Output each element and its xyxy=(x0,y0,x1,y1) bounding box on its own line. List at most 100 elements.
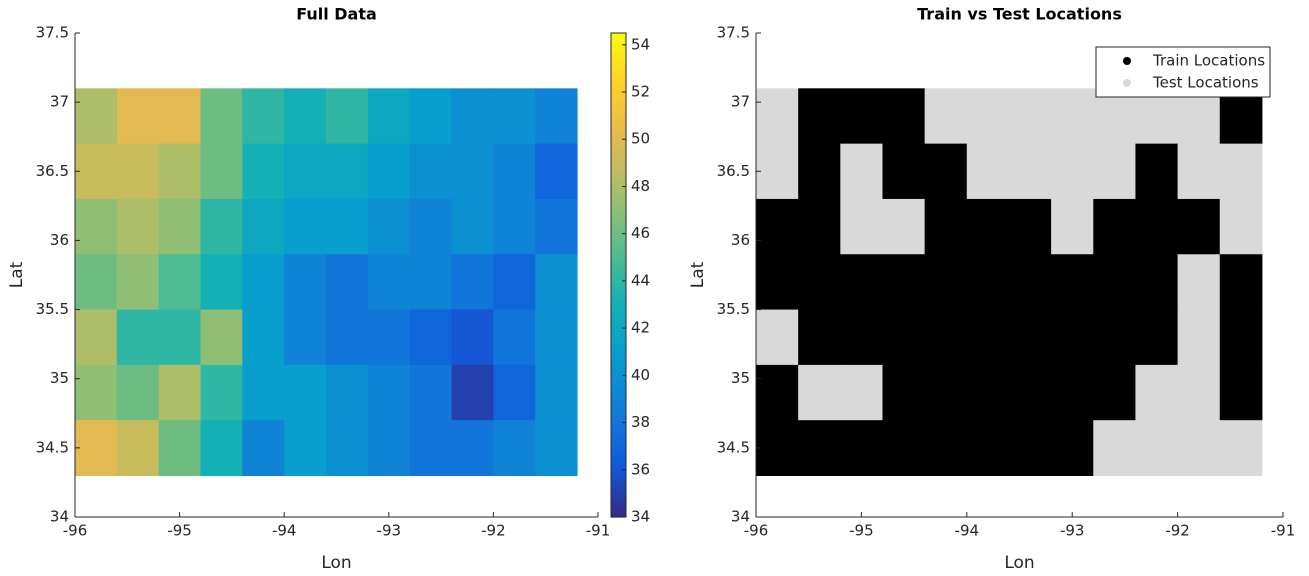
cell xyxy=(1051,198,1094,255)
colorbar-segment xyxy=(611,496,626,502)
colorbar-segment xyxy=(611,61,626,66)
cell xyxy=(116,88,160,145)
cell xyxy=(75,88,118,145)
colorbar-segment xyxy=(611,375,626,381)
cell xyxy=(242,254,285,311)
cell xyxy=(1051,309,1094,366)
colorbar-segment xyxy=(611,472,626,478)
cell xyxy=(1219,309,1263,366)
cell xyxy=(326,88,369,145)
colorbar-segment xyxy=(611,363,626,369)
colorbar-segment xyxy=(611,287,626,292)
cell xyxy=(75,309,118,366)
cell xyxy=(200,309,243,366)
cell xyxy=(882,88,926,145)
y-tick-label: 35 xyxy=(731,369,750,387)
cell xyxy=(75,198,118,255)
colorbar-segment xyxy=(611,141,626,147)
colorbar-segment xyxy=(611,283,626,288)
colorbar-segment xyxy=(611,69,626,74)
cell xyxy=(284,309,327,366)
cell xyxy=(242,309,285,366)
y-tick-label: 37 xyxy=(50,93,69,111)
x-axis-label: Lon xyxy=(1004,553,1034,573)
colorbar-segment xyxy=(611,246,626,252)
cell xyxy=(924,88,968,145)
cell xyxy=(882,143,926,200)
colorbar-segment xyxy=(611,254,626,260)
cell xyxy=(1177,143,1221,200)
cell xyxy=(535,198,578,255)
legend-marker xyxy=(1123,79,1131,87)
y-tick-label: 35.5 xyxy=(36,300,69,318)
colorbar-segment xyxy=(611,396,626,401)
colorbar-segment xyxy=(611,262,626,268)
colorbar-segment xyxy=(611,258,626,264)
cell xyxy=(1219,198,1263,255)
colorbar-segment xyxy=(611,222,626,228)
colorbar-segment xyxy=(611,85,626,91)
cell xyxy=(966,364,1010,421)
colorbar-segment xyxy=(611,250,626,256)
cell xyxy=(1135,254,1179,311)
cell xyxy=(840,198,883,255)
cell xyxy=(158,364,202,421)
legend-marker xyxy=(1123,57,1131,65)
cell xyxy=(326,254,369,311)
cell xyxy=(1051,364,1094,421)
cell xyxy=(1093,254,1136,311)
x-tick-label: -93 xyxy=(377,522,402,540)
x-tick-label: -95 xyxy=(167,522,192,540)
cell xyxy=(409,364,453,421)
cell xyxy=(1177,364,1221,421)
colorbar-segment xyxy=(611,379,626,385)
cell xyxy=(1219,88,1263,145)
x-tick-label: -92 xyxy=(1165,522,1190,540)
colorbar-segment xyxy=(611,400,626,405)
colorbar-segment xyxy=(611,339,626,345)
colorbar-segment xyxy=(611,162,626,167)
colorbar-segment xyxy=(611,488,626,494)
cell xyxy=(1008,88,1052,145)
colorbar-segment xyxy=(611,170,626,175)
cell xyxy=(326,198,369,255)
cell xyxy=(493,198,536,255)
colorbar-segment xyxy=(611,452,626,458)
colorbar-segment xyxy=(611,303,626,308)
x-tick-label: -96 xyxy=(744,522,769,540)
cell xyxy=(1135,420,1179,477)
cell xyxy=(284,143,327,200)
colorbar-segment xyxy=(611,178,626,183)
colorbar-segment xyxy=(611,444,626,450)
y-tick-label: 36 xyxy=(731,231,750,249)
colorbar-segment xyxy=(611,331,626,337)
cell xyxy=(493,420,536,477)
cell xyxy=(882,254,926,311)
cell xyxy=(451,143,494,200)
colorbar-segment xyxy=(611,166,626,171)
cell xyxy=(158,254,202,311)
cell xyxy=(1177,309,1221,366)
colorbar-segment xyxy=(611,311,626,316)
colorbar-segment xyxy=(611,89,626,95)
cell xyxy=(1051,254,1094,311)
cell xyxy=(242,88,285,145)
cell xyxy=(200,364,243,421)
cell xyxy=(158,198,202,255)
cell xyxy=(535,254,578,311)
cell xyxy=(493,364,536,421)
cell xyxy=(1177,420,1221,477)
colorbar-segment xyxy=(611,420,626,425)
colorbar-segment xyxy=(611,359,626,365)
colorbar-segment xyxy=(611,291,626,296)
cell xyxy=(1219,364,1263,421)
colorbar-segment xyxy=(611,133,626,139)
cell xyxy=(1093,420,1136,477)
cell xyxy=(409,88,453,145)
x-tick-label: -91 xyxy=(586,522,611,540)
colorbar-segment xyxy=(611,508,626,514)
colorbar-segment xyxy=(611,129,626,135)
legend-box xyxy=(1095,46,1271,98)
cell xyxy=(1135,364,1179,421)
cell xyxy=(242,143,285,200)
